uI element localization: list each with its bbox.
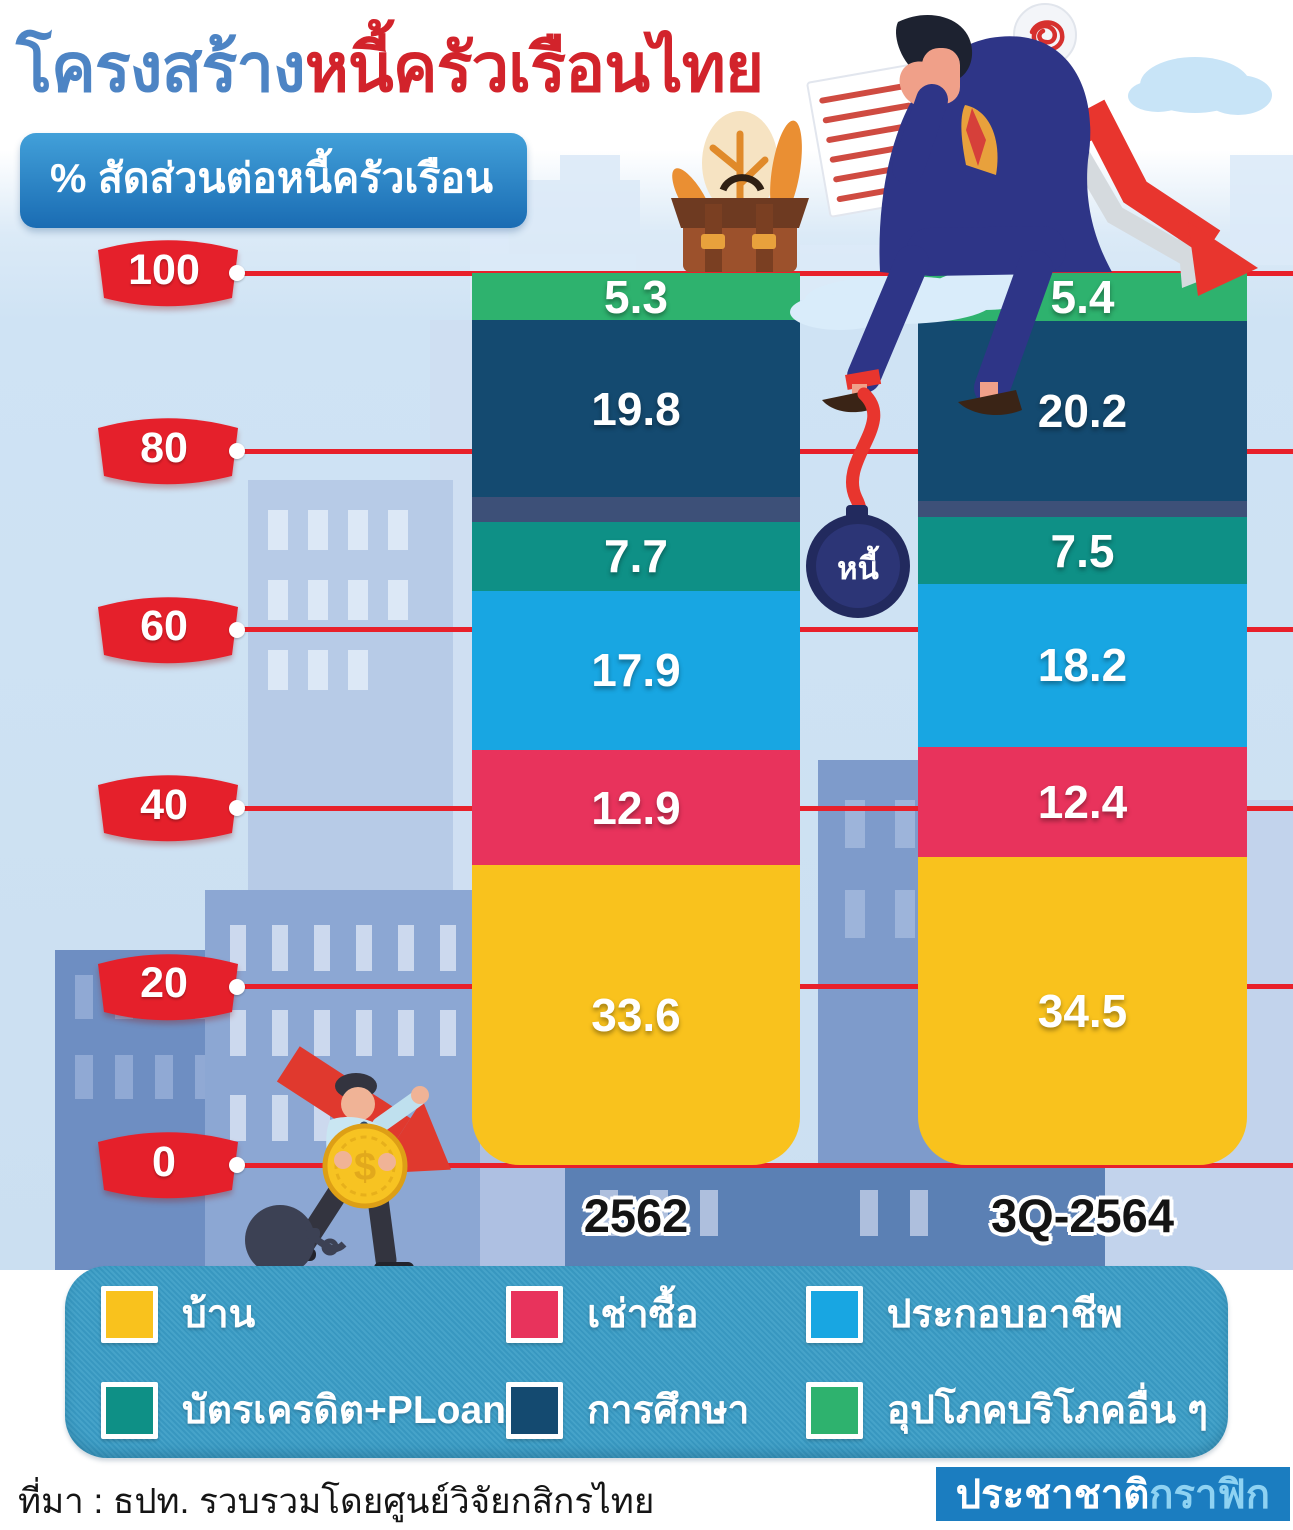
sitting-man-figure <box>822 14 1112 416</box>
legend-swatch <box>506 1381 563 1439</box>
legend-swatch <box>101 1285 158 1343</box>
y-axis-tick-0: 0 <box>88 1124 248 1204</box>
bar-value-label: 20.2 <box>1037 385 1128 438</box>
bar-column-2562: 5.3 19.8 7.7 17.9 12.9 33.6 <box>472 273 800 1165</box>
brand-name-secondary: กราฟิก <box>1149 1473 1270 1517</box>
bar-segment: 7.5 <box>918 517 1247 585</box>
y-axis-tick-100: 100 <box>88 232 248 312</box>
legend-swatch <box>506 1285 563 1343</box>
bar-segment: 12.4 <box>918 746 1247 858</box>
y-axis-tick-label: 60 <box>140 602 188 651</box>
y-axis-tick-label: 0 <box>152 1137 176 1186</box>
tick-dot <box>229 443 245 460</box>
y-axis-tick-40: 40 <box>88 767 248 847</box>
unit-badge: % สัดส่วนต่อหนี้ครัวเรือน <box>20 133 528 228</box>
y-axis-tick-80: 80 <box>88 410 248 490</box>
man-carrying-arrow-illustration: $ <box>245 1046 452 1280</box>
legend-item: เช่าซื้อ <box>506 1283 806 1345</box>
bar-segment-unlabeled <box>918 501 1247 518</box>
bar-value-label: 18.2 <box>1037 639 1128 692</box>
legend-item: อุปโภคบริโภคอื่น ๆ <box>805 1379 1208 1441</box>
bar-segment: 7.7 <box>472 521 800 591</box>
bar-value-label: 34.5 <box>1037 985 1128 1038</box>
brand-name-primary: ประชาชาติ <box>955 1473 1150 1517</box>
bar-value-label: 12.4 <box>1037 775 1128 828</box>
bar-value-label: 33.6 <box>591 989 681 1042</box>
bar-value-label: 7.7 <box>604 530 668 583</box>
tick-dot <box>229 265 245 281</box>
legend-swatch <box>101 1381 158 1439</box>
bar-value-label: 17.9 <box>591 644 681 697</box>
cloud-icon <box>1128 57 1272 115</box>
bar-segment: 33.6 <box>472 865 800 1165</box>
legend-label: บ้าน <box>182 1293 256 1336</box>
page-title: โครงสร้างหนี้ครัวเรือนไทย <box>16 14 764 121</box>
debt-ball-and-chain-icon: หนี้ <box>806 387 910 618</box>
y-axis-tick-label: 80 <box>140 423 188 472</box>
bar-segment: 12.9 <box>472 750 800 866</box>
legend-item: บ้าน <box>101 1283 506 1345</box>
bar-segment: 19.8 <box>472 320 800 497</box>
bar-segment: 5.3 <box>472 270 800 323</box>
legend-label: เช่าซื้อ <box>587 1293 699 1336</box>
legend-item: บัตรเครดิต+PLoan <box>101 1379 506 1441</box>
tick-dot <box>229 800 245 817</box>
legend-label: ประกอบอาชีพ <box>886 1293 1123 1336</box>
bar-value-label: 12.9 <box>591 781 681 834</box>
y-axis-tick-20: 20 <box>88 946 248 1026</box>
bar-value-label: 19.8 <box>591 382 681 435</box>
legend-label: อุปโภคบริโภคอื่น ๆ <box>886 1389 1208 1432</box>
bar-value-label: 5.4 <box>1050 271 1115 324</box>
legend-label: บัตรเครดิต+PLoan <box>182 1389 506 1432</box>
bar-segment: 20.2 <box>918 321 1247 502</box>
debt-ball-label: หนี้ <box>837 545 880 586</box>
bar-segment-unlabeled <box>472 496 800 522</box>
brand-badge: ประชาชาติ กราฟิก <box>935 1467 1290 1521</box>
legend-swatch <box>805 1285 863 1343</box>
svg-text:$: $ <box>354 1145 376 1189</box>
bar-segment: 17.9 <box>472 590 800 751</box>
tick-dot <box>229 1157 245 1173</box>
y-axis-tick-label: 20 <box>140 959 188 1008</box>
bar-segment: 34.5 <box>918 857 1247 1165</box>
bar-value-label: 7.5 <box>1050 524 1115 577</box>
coin-icon: $ <box>322 1123 408 1209</box>
x-axis-label-3Q-2564: 3Q-2564 <box>991 1189 1174 1242</box>
title-part-household-debt: หนี้ครัวเรือนไทย <box>304 31 764 106</box>
y-axis-tick-60: 60 <box>88 589 248 669</box>
chart-legend: บ้าน เช่าซื้อ ประกอบอาชีพบัตรเครดิต+PLoan ก… <box>65 1266 1228 1458</box>
y-axis-tick-label: 40 <box>140 780 188 829</box>
legend-item: ประกอบอาชีพ <box>805 1283 1208 1345</box>
bar-value-label: 5.3 <box>604 270 668 323</box>
briefcase-illustration <box>671 111 809 272</box>
ball-and-chain-icon <box>245 1205 347 1275</box>
legend-item: การศึกษา <box>506 1379 806 1441</box>
source-text: ที่มา : ธปท. รวบรวมโดยศูนย์วิจัยกสิกรไทย <box>18 1482 655 1521</box>
tick-dot <box>229 978 245 995</box>
y-axis-tick-label: 100 <box>128 245 200 294</box>
worried-man-illustration: หนี้ <box>790 3 1272 618</box>
legend-label: การศึกษา <box>587 1389 750 1432</box>
gridline-0 <box>236 1162 1293 1168</box>
legend-swatch <box>805 1381 863 1439</box>
title-part-structure: โครงสร้าง <box>16 31 306 106</box>
bar-segment: 18.2 <box>918 584 1247 747</box>
x-axis-label-2562: 2562 <box>583 1189 689 1242</box>
tick-dot <box>229 621 245 638</box>
